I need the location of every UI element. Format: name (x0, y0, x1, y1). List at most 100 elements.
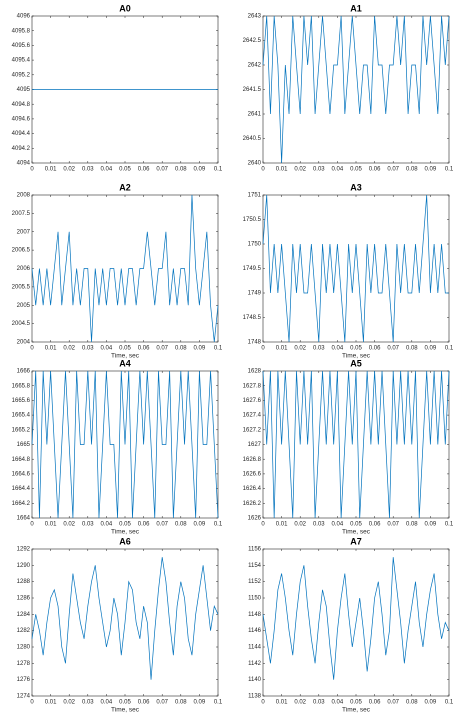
x-tick-label: 0.07 (387, 522, 399, 528)
x-tick-label: 0 (261, 346, 265, 352)
y-tick-label: 1292 (17, 547, 31, 553)
x-tick-label: 0 (261, 167, 265, 173)
x-tick-label: 0.03 (313, 167, 325, 173)
y-tick-label: 4096 (17, 14, 31, 20)
x-tick-label: 0.07 (156, 346, 168, 352)
y-tick-label: 1664.4 (12, 486, 31, 492)
y-tick-label: 1152 (248, 579, 262, 585)
y-tick-label: 1276 (17, 677, 31, 683)
signal-line (262, 370, 450, 519)
y-tick-label: 2004.5 (12, 321, 31, 327)
y-tick-label: 2642.5 (243, 38, 262, 44)
y-tick-label: 1751 (248, 193, 262, 199)
y-tick-label: 1154 (248, 563, 262, 569)
y-tick-label: 4095.4 (12, 58, 31, 64)
y-tick-label: 1626.6 (243, 471, 262, 477)
x-tick-label: 0.06 (138, 167, 150, 173)
x-axis-label: Time, sec (342, 707, 371, 714)
signal-line (262, 557, 450, 680)
x-tick-label: 0.03 (313, 700, 325, 706)
x-tick-label: 0.1 (445, 522, 454, 528)
y-tick-label: 1626 (248, 516, 262, 522)
x-tick-label: 0.06 (138, 522, 150, 528)
x-tick-label: 0.08 (175, 700, 187, 706)
x-tick-label: 0.1 (214, 167, 223, 173)
x-tick-label: 0.05 (119, 346, 131, 352)
y-tick-label: 1627.4 (243, 413, 262, 419)
y-tick-label: 1140 (248, 677, 262, 683)
x-tick-label: 0.08 (175, 522, 187, 528)
y-tick-label: 1665.8 (12, 383, 31, 389)
x-tick-label: 0.09 (425, 346, 437, 352)
y-tick-label: 4094.2 (12, 146, 31, 152)
x-tick-label: 0.03 (313, 346, 325, 352)
plot-area (31, 194, 219, 343)
y-tick-label: 1286 (17, 596, 31, 602)
y-tick-label: 1627.6 (243, 398, 262, 404)
x-tick-label: 0 (261, 522, 265, 528)
x-tick-label: 0.02 (294, 700, 306, 706)
x-tick-label: 0.01 (45, 700, 57, 706)
x-tick-label: 0.04 (101, 346, 113, 352)
x-tick-label: 0.09 (194, 346, 206, 352)
signal-line (262, 194, 449, 343)
y-tick-label: 1665.2 (12, 427, 31, 433)
y-tick-label: 1284 (17, 612, 31, 618)
x-tick-label: 0.04 (101, 700, 113, 706)
y-tick-label: 4095.2 (12, 72, 31, 78)
x-tick-label: 0.04 (332, 346, 344, 352)
y-tick-label: 1664.8 (12, 457, 31, 463)
x-tick-label: 0.02 (63, 522, 75, 528)
y-tick-label: 4095.6 (12, 43, 31, 49)
chart-title: A6 (119, 536, 131, 546)
x-tick-label: 0 (261, 700, 265, 706)
y-tick-label: 1749 (248, 291, 262, 297)
signal-line (262, 15, 450, 164)
y-tick-label: 2642 (248, 63, 262, 69)
x-tick-label: 0.01 (45, 167, 57, 173)
plot-area (262, 370, 450, 519)
y-tick-label: 2004 (17, 340, 31, 346)
x-tick-label: 0.1 (214, 346, 223, 352)
x-tick-label: 0.07 (156, 700, 168, 706)
x-tick-label: 0 (30, 522, 34, 528)
x-tick-label: 0.09 (194, 700, 206, 706)
y-tick-label: 2008 (17, 193, 31, 199)
y-tick-label: 1138 (248, 694, 262, 700)
y-tick-label: 4095 (17, 87, 31, 93)
x-tick-label: 0.02 (294, 167, 306, 173)
y-tick-label: 1666 (17, 369, 31, 375)
x-tick-label: 0.09 (194, 522, 206, 528)
x-axis-label: Time, sec (111, 707, 140, 714)
x-tick-label: 0.05 (350, 167, 362, 173)
y-tick-label: 1664.2 (12, 501, 31, 507)
x-tick-label: 0.07 (387, 346, 399, 352)
x-tick-label: 0.06 (369, 346, 381, 352)
x-tick-label: 0.05 (119, 522, 131, 528)
x-axis-label: Time, sec (111, 353, 140, 360)
y-tick-label: 1146 (248, 628, 262, 634)
x-tick-label: 0.04 (332, 522, 344, 528)
y-tick-label: 1665 (17, 442, 31, 448)
y-tick-label: 2006.5 (12, 248, 31, 254)
y-tick-label: 1627 (248, 442, 262, 448)
x-tick-label: 0.1 (214, 522, 223, 528)
x-tick-label: 0.05 (119, 700, 131, 706)
y-tick-label: 1156 (248, 547, 262, 553)
x-tick-label: 0.08 (175, 346, 187, 352)
x-tick-label: 0.06 (369, 700, 381, 706)
chart-title: A1 (350, 3, 362, 13)
x-tick-label: 0.04 (101, 522, 113, 528)
y-tick-label: 1664.6 (12, 471, 31, 477)
y-tick-label: 1282 (17, 628, 31, 634)
plot-area (262, 194, 450, 343)
signal-line (31, 557, 219, 680)
x-tick-label: 0.08 (175, 167, 187, 173)
x-axis-label: Time, sec (111, 529, 140, 536)
y-tick-label: 1290 (17, 563, 31, 569)
y-tick-label: 1150 (248, 596, 262, 602)
x-tick-label: 0.06 (138, 700, 150, 706)
x-tick-label: 0.05 (119, 167, 131, 173)
x-tick-label: 0.03 (82, 167, 94, 173)
x-tick-label: 0.02 (63, 346, 75, 352)
